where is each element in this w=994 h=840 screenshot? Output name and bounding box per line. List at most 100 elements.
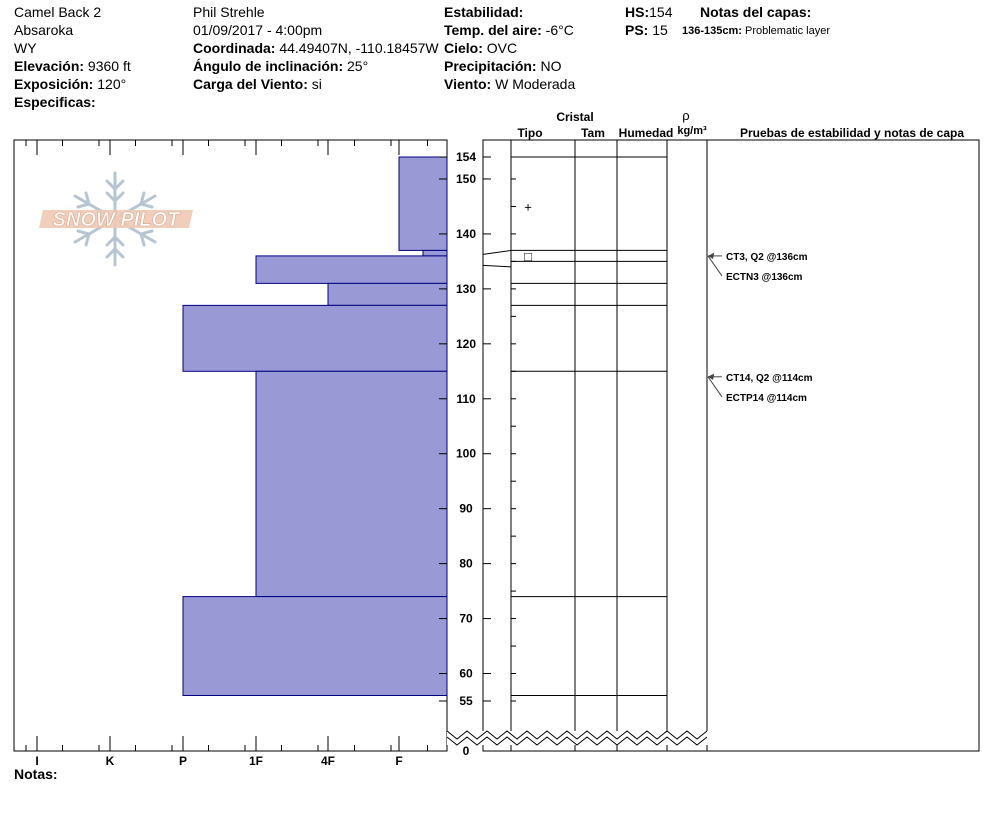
grain-type-symbol: + <box>524 199 532 214</box>
specifics-row: Especificas: <box>14 93 96 111</box>
col-header-humedad: Humedad <box>619 126 674 140</box>
depth-tick-label: 100 <box>456 447 476 461</box>
hardness-layer-bar <box>422 249 448 257</box>
ps-label: PS: <box>625 22 649 38</box>
test-leader-line <box>707 255 723 277</box>
air-temp-row: Temp. del aire: -6°C <box>444 21 574 39</box>
test-arrow-icon <box>708 373 714 380</box>
hs-value: 154 <box>649 4 673 20</box>
precip-value: NO <box>540 58 562 74</box>
layer-note-range: 136-135cm: <box>682 25 742 37</box>
hardness-layer-bar <box>327 282 448 306</box>
coordinates-label: Coordinada: <box>193 40 276 56</box>
sky-label: Cielo: <box>444 40 483 56</box>
hardness-scale-label: 4F <box>321 754 335 768</box>
logo-text: SNOW PILOT <box>53 209 181 231</box>
layer-connector-line <box>482 249 512 255</box>
stability-row: Estabilidad: <box>444 3 523 21</box>
depth-tick-label: 80 <box>459 557 473 571</box>
ps-row: PS: 15 <box>625 21 668 39</box>
depth-tick-label: 0 <box>463 744 470 758</box>
logo-banner <box>39 210 193 228</box>
wind-value: W Moderada <box>495 76 576 92</box>
stability-test-label: ECTN3 @136cm <box>726 272 803 283</box>
state: WY <box>14 40 37 56</box>
hardness-scale-label: F <box>395 754 402 768</box>
grain-type-symbol: □ <box>524 249 532 264</box>
elevation-label: Elevación: <box>14 58 85 74</box>
col-header-cristal: Cristal <box>556 110 593 124</box>
depth-tick-label: 90 <box>459 502 473 516</box>
break-zigzag-top <box>446 730 708 740</box>
observer-name: Phil Strehle <box>193 4 265 20</box>
sky-value: OVC <box>486 40 518 56</box>
layer-notes-title: Notas del capas: <box>700 3 811 21</box>
layer-note-text: Problematic layer <box>745 25 830 37</box>
layer-note-row: 136-135cm: Problematic layer <box>682 22 830 40</box>
stability-test-label: CT3, Q2 @136cm <box>726 252 808 263</box>
stability-test-label: CT14, Q2 @114cm <box>726 373 813 384</box>
break-zigzag-bottom <box>446 736 708 746</box>
col-header-rho: ρ <box>682 108 689 123</box>
depth-break-marker <box>446 730 709 746</box>
coordinates-value: 44.49407N, -110.18457W <box>279 40 439 56</box>
depth-tick-label: 55 <box>459 694 473 708</box>
hardness-layer-bar <box>255 370 448 598</box>
depth-tick-label: 130 <box>456 282 476 296</box>
elevation-value: 9360 ft <box>87 58 131 74</box>
depth-axis: 154 150 140 130 120 110 100 90 80 70 60 55 0 <box>439 150 516 758</box>
depth-tick-label: 140 <box>456 227 476 241</box>
layer-boundary-lines <box>482 156 667 697</box>
col-header-density-unit: kg/m³ <box>677 125 707 137</box>
elevation-row: Elevación: 9360 ft <box>14 57 131 75</box>
air-temp-label: Temp. del aire: <box>444 22 542 38</box>
precip-row: Precipitación: NO <box>444 57 561 75</box>
wind-row: Viento: W Moderada <box>444 75 575 93</box>
depth-tick-label: 110 <box>456 392 476 406</box>
slope-label: Ángulo de inclinación: <box>193 58 344 74</box>
wind-load-value: si <box>311 76 322 92</box>
slope-value: 25° <box>347 58 369 74</box>
test-leader-line <box>707 376 723 398</box>
notes-row: Notas: <box>14 765 58 783</box>
col-header-tests: Pruebas de estabilidad y notas de capa <box>740 126 964 140</box>
specifics-label: Especificas: <box>14 94 96 110</box>
hardness-scale-label: K <box>106 754 115 768</box>
hardness-ticks: I K P 1F 4F F <box>25 140 428 768</box>
profile-columns <box>482 139 980 752</box>
col-header-tipo: Tipo <box>517 126 542 140</box>
hardness-scale-label: I <box>35 754 38 768</box>
depth-tick-label: 70 <box>459 612 473 626</box>
hardness-layer-bar <box>398 156 448 251</box>
mountain-range: Absaroka <box>14 22 74 38</box>
hardness-scale-label: 1F <box>249 754 263 768</box>
depth-tick-label: 120 <box>456 337 476 351</box>
hs-row: HS:154 <box>625 3 672 21</box>
slope-row: Ángulo de inclinación: 25° <box>193 57 368 75</box>
site-name: Camel Back 2 <box>14 4 102 20</box>
hs-label: HS: <box>625 4 650 20</box>
layer-notes-label: Notas del capas: <box>700 4 812 20</box>
wind-load-row: Carga del Viento: si <box>193 75 322 93</box>
sky-row: Cielo: OVC <box>444 39 517 57</box>
wind-load-label: Carga del Viento: <box>193 76 308 92</box>
hardness-layers <box>182 156 448 697</box>
test-arrow-icon <box>708 252 714 259</box>
aspect-row: Exposición: 120° <box>14 75 126 93</box>
stability-test-label: ECTP14 @114cm <box>726 393 807 404</box>
observation-datetime: 01/09/2017 - 4:00pm <box>193 22 323 38</box>
col-header-tam: Tam <box>581 126 605 140</box>
depth-tick-label: 60 <box>459 667 473 681</box>
air-temp-value: -6°C <box>545 22 574 38</box>
ps-value: 15 <box>652 22 668 38</box>
aspect-label: Exposición: <box>14 76 94 92</box>
snow-pilot-logo: SNOW PILOT <box>39 171 193 267</box>
aspect-value: 120° <box>97 76 127 92</box>
columns-frame <box>482 139 980 752</box>
hardness-layer-bar <box>255 255 448 284</box>
stability-label: Estabilidad: <box>444 4 524 20</box>
hardness-layer-bar <box>182 304 448 372</box>
wind-label: Viento: <box>444 76 492 92</box>
hardness-scale-label: P <box>179 754 187 768</box>
